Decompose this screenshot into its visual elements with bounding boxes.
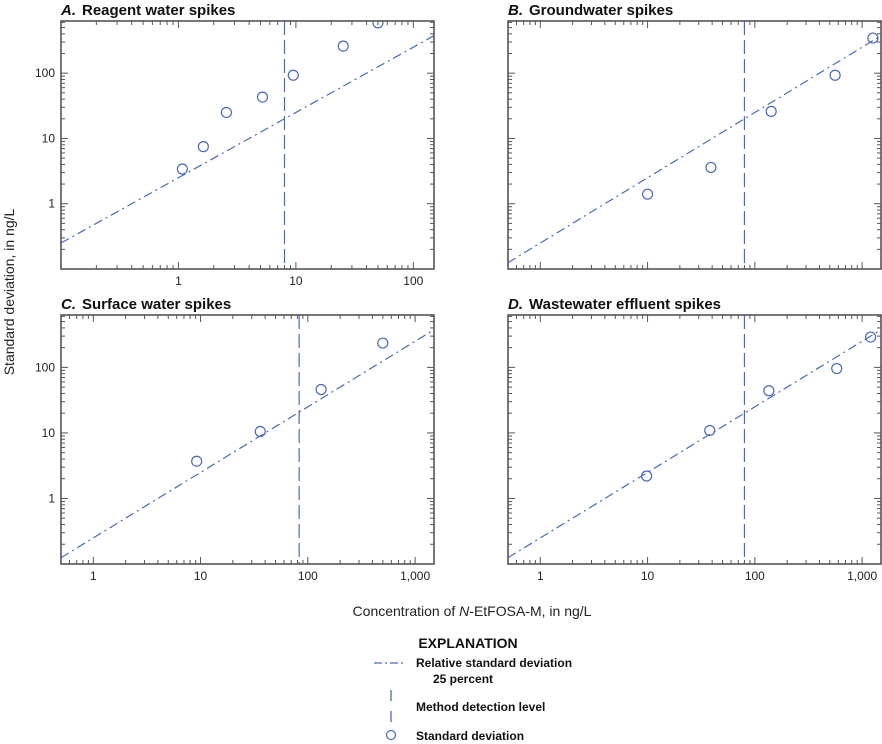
sd-point [377, 337, 389, 349]
plot-area [508, 315, 881, 564]
x-tick-label: 1 [537, 569, 544, 583]
panel-title-text: Surface water spikes [82, 296, 231, 313]
legend-mdl-label: Method detection level [416, 700, 545, 714]
plot-frame [507, 314, 882, 565]
panel-letter: D. [508, 296, 523, 313]
y-axis-label: Standard deviation, in ng/L [1, 209, 17, 376]
sd-point [763, 385, 775, 397]
x-tick-label: 1 [175, 274, 182, 288]
x-tick-label: 1,000 [847, 569, 877, 583]
plot-frame [60, 314, 435, 565]
y-tick-label: 100 [35, 66, 55, 80]
plot-frame [507, 20, 882, 270]
y-tick-label: 10 [42, 131, 56, 145]
panel-title: C. Surface water spikes [61, 296, 231, 313]
panel-title-text: Groundwater spikes [529, 2, 673, 19]
sd-point [220, 106, 232, 119]
panel-title: A. Reagent water spikes [60, 2, 235, 19]
panel-title-text: Reagent water spikes [82, 2, 235, 19]
sd-point [337, 40, 349, 52]
panel-a: A. Reagent water spikes 1 10 100 1 10 100 [35, 2, 435, 288]
x-tick-label: 10 [289, 274, 303, 288]
x-tick-label: 100 [403, 274, 423, 288]
x-tick-label: 100 [745, 569, 765, 583]
rsd-line [61, 329, 434, 559]
sd-point [256, 91, 269, 103]
sd-point [254, 425, 266, 438]
panel-title-text: Wastewater effluent spikes [529, 296, 721, 313]
panel-c: C. Surface water spikes 1 10 100 1,000 1 10 100 [35, 296, 435, 583]
rsd-line [61, 35, 434, 244]
sd-point [831, 362, 843, 375]
sd-point [287, 69, 299, 81]
rsd-line [508, 329, 881, 559]
legend-rsd-label-2: 25 percent [433, 672, 493, 686]
sd-point [315, 383, 327, 396]
panel-d: D. Wastewater effluent spikes 1 10 100 1,000 [507, 296, 882, 583]
x-tick-label: 100 [298, 569, 318, 583]
sd-point [705, 161, 717, 174]
sd-point [765, 105, 777, 117]
legend-sd-label: Standard deviation [416, 729, 524, 743]
legend: EXPLANATION Relative standard deviation … [374, 635, 572, 743]
sd-point [867, 32, 879, 44]
y-tick-label: 1 [48, 197, 55, 211]
sd-point [176, 163, 188, 175]
x-axis-label-post: -EtFOSA-M, in ng/L [469, 603, 591, 619]
y-tick-label: 10 [42, 426, 56, 440]
y-tick-label: 1 [48, 491, 55, 505]
x-tick-label: 10 [641, 569, 655, 583]
x-tick-label: 10 [194, 569, 208, 583]
plot-area [61, 315, 434, 564]
panel-letter: A. [60, 2, 76, 19]
sd-point [704, 424, 716, 437]
sd-point [829, 69, 841, 81]
x-axis-label: Concentration of N-EtFOSA-M, in ng/L [353, 603, 592, 619]
sd-point [191, 455, 203, 467]
sd-point [865, 331, 877, 343]
plot-area [508, 21, 881, 269]
sd-point [641, 188, 654, 200]
rsd-line [508, 35, 881, 264]
plot-area [61, 21, 434, 269]
legend-rsd-label: Relative standard deviation [416, 656, 572, 670]
x-tick-label: 1 [90, 569, 97, 583]
legend-sd-marker [385, 729, 397, 741]
panel-title: D. Wastewater effluent spikes [508, 296, 721, 313]
panel-title: B. Groundwater spikes [508, 2, 673, 19]
sd-point [641, 470, 653, 482]
sd-point [372, 21, 384, 29]
y-tick-label: 100 [35, 360, 55, 374]
legend-title: EXPLANATION [418, 635, 517, 651]
panel-letter: C. [61, 296, 76, 313]
sd-point [197, 141, 209, 153]
x-tick-label: 1,000 [400, 569, 430, 583]
panel-b: B. Groundwater spikes [507, 2, 882, 270]
x-axis-label-italic: N [459, 603, 470, 619]
plot-frame [60, 20, 435, 270]
x-axis-label-pre: Concentration of [353, 603, 460, 619]
panel-letter: B. [508, 2, 523, 19]
